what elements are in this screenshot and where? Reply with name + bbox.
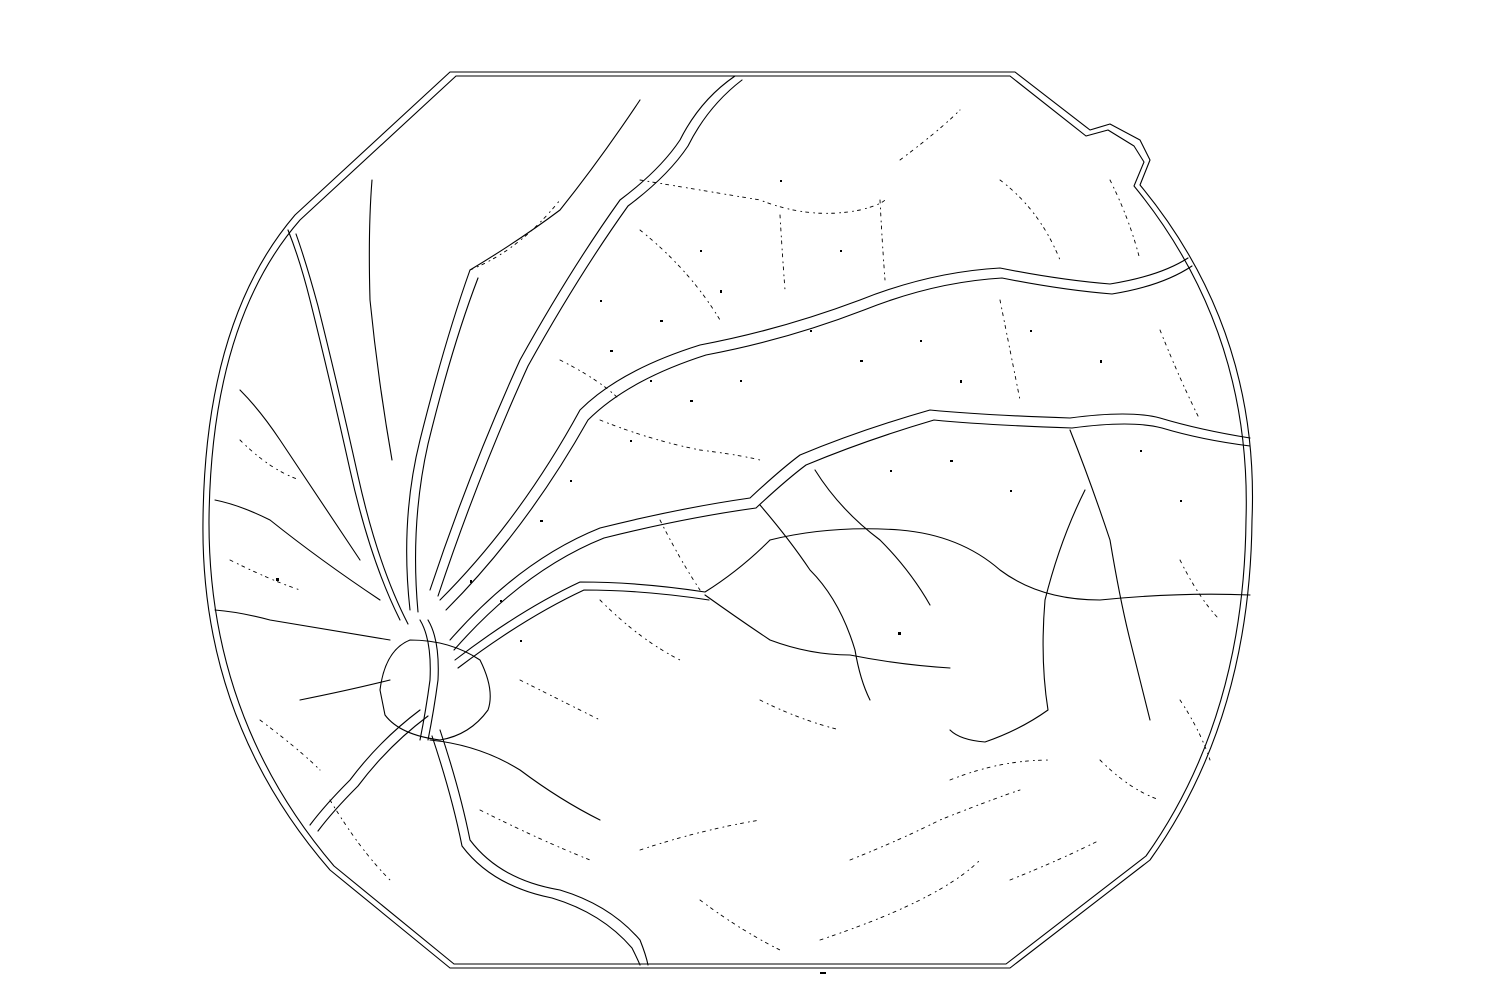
noise-specks [276, 180, 1182, 974]
capillary-details [229, 109, 1221, 951]
fundus-boundary [202, 71, 1254, 969]
vessel-inferior-arcade [429, 539, 951, 966]
vessel-upper-left-branch [287, 99, 641, 625]
vessel-temporal-main [449, 409, 1251, 743]
vessel-nasal [214, 389, 429, 832]
optic-disc [379, 619, 491, 741]
vessel-superior-arcade [439, 257, 1193, 611]
vessel-superior-branch [429, 75, 743, 597]
